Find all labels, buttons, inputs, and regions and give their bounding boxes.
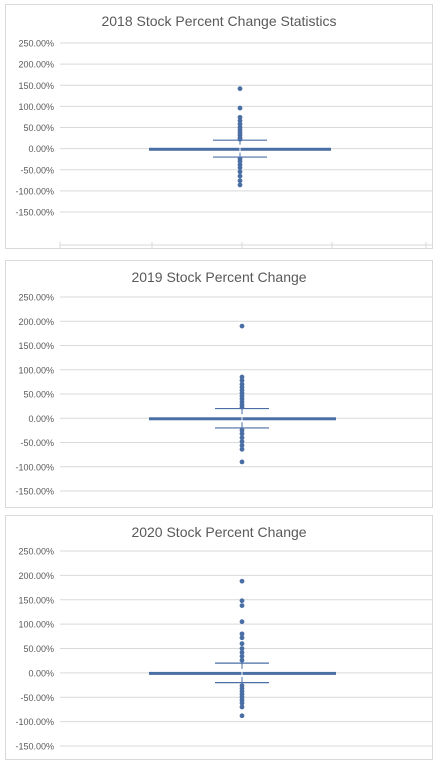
outlier-point bbox=[237, 118, 243, 124]
y-tick-label: 0.00% bbox=[28, 144, 54, 154]
y-tick-label: 250.00% bbox=[18, 39, 54, 49]
outlier-point bbox=[237, 173, 243, 179]
y-tick-label: 50.00% bbox=[23, 644, 54, 654]
outlier-point bbox=[239, 378, 245, 383]
outlier-point bbox=[237, 121, 243, 127]
y-tick-label: 100.00% bbox=[18, 102, 54, 112]
chart-panel-2020: 2020 Stock Percent Change 250.00% 200.00%… bbox=[5, 515, 433, 760]
y-tick-label: -150.00% bbox=[15, 208, 54, 218]
y-tick-label: 250.00% bbox=[18, 293, 54, 303]
y-tick-label: 0.00% bbox=[28, 414, 54, 424]
outlier-point bbox=[239, 404, 245, 410]
outlier-point bbox=[239, 443, 245, 448]
outlier-point bbox=[237, 86, 243, 92]
outlier-point bbox=[239, 603, 245, 608]
outlier-point bbox=[239, 700, 245, 706]
y-tick-label: -150.00% bbox=[15, 742, 54, 752]
y-tick-label: -100.00% bbox=[15, 186, 54, 196]
y-tick-label: 250.00% bbox=[18, 547, 54, 557]
chart-plot-2018: 250.00% 200.00% 150.00% 100.00% 50.00% 0.00% -… bbox=[15, 39, 432, 248]
outlier-point bbox=[237, 158, 243, 164]
outlier-point bbox=[237, 182, 243, 188]
outlier-point bbox=[239, 435, 245, 441]
outlier-point bbox=[237, 114, 243, 120]
outlier-point bbox=[237, 178, 243, 184]
y-tick-label: 200.00% bbox=[18, 571, 54, 581]
chart-title: 2018 Stock Percent Change Statistics bbox=[101, 13, 337, 29]
y-tick-label: 150.00% bbox=[18, 595, 54, 605]
outlier-point bbox=[239, 431, 245, 437]
outlier-point bbox=[237, 136, 243, 142]
outlier-point bbox=[239, 650, 245, 655]
outlier-point bbox=[237, 169, 243, 175]
outlier-point bbox=[239, 459, 245, 465]
y-tick-label: 0.00% bbox=[28, 668, 54, 678]
y-tick-label: -150.00% bbox=[15, 487, 54, 497]
y-tick-label: 100.00% bbox=[18, 620, 54, 630]
y-tick-label: -100.00% bbox=[15, 717, 54, 727]
outlier-point bbox=[239, 439, 245, 444]
outlier-point bbox=[239, 641, 245, 647]
y-tick-label: 200.00% bbox=[18, 60, 54, 70]
outlier-point bbox=[239, 704, 245, 710]
chart-plot-2020: 250.00% 200.00% 150.00% 100.00% 50.00% 0.00% -… bbox=[15, 547, 432, 752]
chart-title: 2019 Stock Percent Change bbox=[131, 269, 307, 285]
outlier-point bbox=[237, 165, 243, 171]
y-tick-label: -100.00% bbox=[15, 462, 54, 472]
y-tick-label: 100.00% bbox=[18, 365, 54, 375]
outlier-point bbox=[239, 635, 245, 641]
chart-panel-2019: 2019 Stock Percent Change 250.00% 200.00%… bbox=[5, 260, 433, 508]
outlier-point bbox=[239, 657, 245, 663]
outlier-point bbox=[239, 578, 245, 584]
y-tick-label: 50.00% bbox=[23, 390, 54, 400]
outlier-point bbox=[239, 446, 245, 452]
y-tick-label: 150.00% bbox=[18, 341, 54, 351]
outlier-point bbox=[239, 713, 245, 719]
y-tick-label: -50.00% bbox=[20, 693, 54, 703]
outlier-point bbox=[239, 427, 245, 433]
chart-title: 2020 Stock Percent Change bbox=[131, 524, 307, 540]
y-tick-label: -50.00% bbox=[20, 165, 54, 175]
outlier-point bbox=[239, 374, 245, 380]
outlier-point bbox=[239, 653, 245, 659]
chart-panel-2018: 2018 Stock Percent Change Statistics 250… bbox=[5, 4, 433, 249]
outlier-point bbox=[239, 619, 245, 625]
outlier-point bbox=[237, 105, 243, 111]
chart-plot-2019: 250.00% 200.00% 150.00% 100.00% 50.00% 0.00% -… bbox=[15, 293, 432, 497]
y-tick-label: 50.00% bbox=[23, 123, 54, 133]
outlier-point bbox=[239, 646, 245, 651]
outlier-point bbox=[239, 631, 245, 637]
y-tick-label: 200.00% bbox=[18, 317, 54, 327]
y-tick-label: 150.00% bbox=[18, 81, 54, 91]
outlier-point bbox=[239, 598, 245, 604]
outlier-point bbox=[239, 323, 245, 329]
y-tick-label: -50.00% bbox=[20, 438, 54, 448]
